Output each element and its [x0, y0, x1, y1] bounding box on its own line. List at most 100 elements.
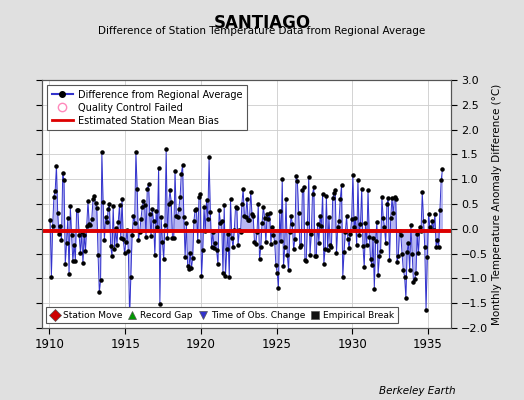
Point [320, 260, 328, 267]
Point [99, 199, 107, 206]
Point [388, 195, 396, 201]
Point [364, 186, 372, 193]
Point [397, 232, 405, 238]
Point [227, 235, 236, 241]
Point [321, 245, 329, 252]
Point [257, 244, 265, 250]
Point [341, 229, 350, 236]
Point [128, 232, 136, 239]
Y-axis label: Monthly Temperature Anomaly Difference (°C): Monthly Temperature Anomaly Difference (… [493, 83, 503, 325]
Point [413, 231, 421, 238]
Point [217, 218, 226, 224]
Point [430, 227, 438, 233]
Point [374, 272, 383, 278]
Point [293, 178, 301, 185]
Point [216, 220, 225, 226]
Point [398, 251, 406, 258]
Point [423, 254, 431, 261]
Point [72, 207, 81, 213]
Point [173, 214, 182, 220]
Point [434, 244, 443, 250]
Point [379, 214, 387, 221]
Point [345, 245, 353, 251]
Point [391, 196, 400, 202]
Point [314, 239, 323, 246]
Point [104, 206, 112, 213]
Point [252, 241, 260, 247]
Point [385, 257, 394, 263]
Point [248, 210, 256, 217]
Point [122, 239, 130, 246]
Point [129, 213, 138, 220]
Point [285, 267, 293, 274]
Point [282, 196, 290, 202]
Point [425, 224, 434, 230]
Point [266, 210, 274, 216]
Point [106, 243, 115, 250]
Point [137, 216, 145, 222]
Point [159, 256, 168, 262]
Point [363, 241, 371, 248]
Point [90, 193, 99, 199]
Point [69, 258, 77, 264]
Point [210, 245, 219, 251]
Point [114, 218, 123, 225]
Point [178, 162, 187, 168]
Point [89, 196, 97, 203]
Point [336, 196, 344, 202]
Point [68, 232, 76, 238]
Point [402, 295, 410, 301]
Point [260, 214, 269, 221]
Point [219, 270, 227, 276]
Point [394, 252, 402, 259]
Point [201, 228, 210, 234]
Point [279, 262, 288, 269]
Point [383, 200, 391, 207]
Point [62, 240, 71, 246]
Point [296, 244, 304, 251]
Point [130, 220, 139, 226]
Point [255, 256, 264, 262]
Point [200, 204, 208, 210]
Point [52, 162, 61, 169]
Point [263, 211, 271, 217]
Point [304, 174, 313, 180]
Point [59, 170, 67, 176]
Point [84, 198, 92, 204]
Point [270, 238, 279, 245]
Point [174, 206, 183, 212]
Point [261, 239, 270, 246]
Point [272, 262, 280, 269]
Point [56, 223, 64, 230]
Point [421, 244, 429, 251]
Point [245, 217, 254, 224]
Point [307, 231, 315, 238]
Point [436, 206, 444, 213]
Point [157, 214, 166, 221]
Point [236, 228, 245, 235]
Point [355, 232, 363, 238]
Point [278, 176, 287, 182]
Point [268, 224, 276, 230]
Point [316, 213, 324, 219]
Point [50, 194, 58, 200]
Point [409, 278, 418, 285]
Point [60, 177, 68, 184]
Point [108, 252, 116, 259]
Text: SANTIAGO: SANTIAGO [213, 14, 311, 32]
Point [235, 226, 244, 233]
Point [144, 181, 152, 187]
Point [232, 204, 240, 210]
Point [61, 261, 70, 267]
Point [198, 273, 206, 279]
Point [127, 274, 135, 280]
Point [134, 237, 143, 243]
Point [310, 184, 318, 190]
Point [118, 196, 126, 202]
Point [146, 211, 154, 217]
Point [368, 262, 376, 268]
Point [75, 232, 83, 238]
Point [286, 229, 294, 235]
Point [138, 204, 146, 210]
Legend: Station Move, Record Gap, Time of Obs. Change, Empirical Break: Station Move, Record Gap, Time of Obs. C… [47, 307, 398, 324]
